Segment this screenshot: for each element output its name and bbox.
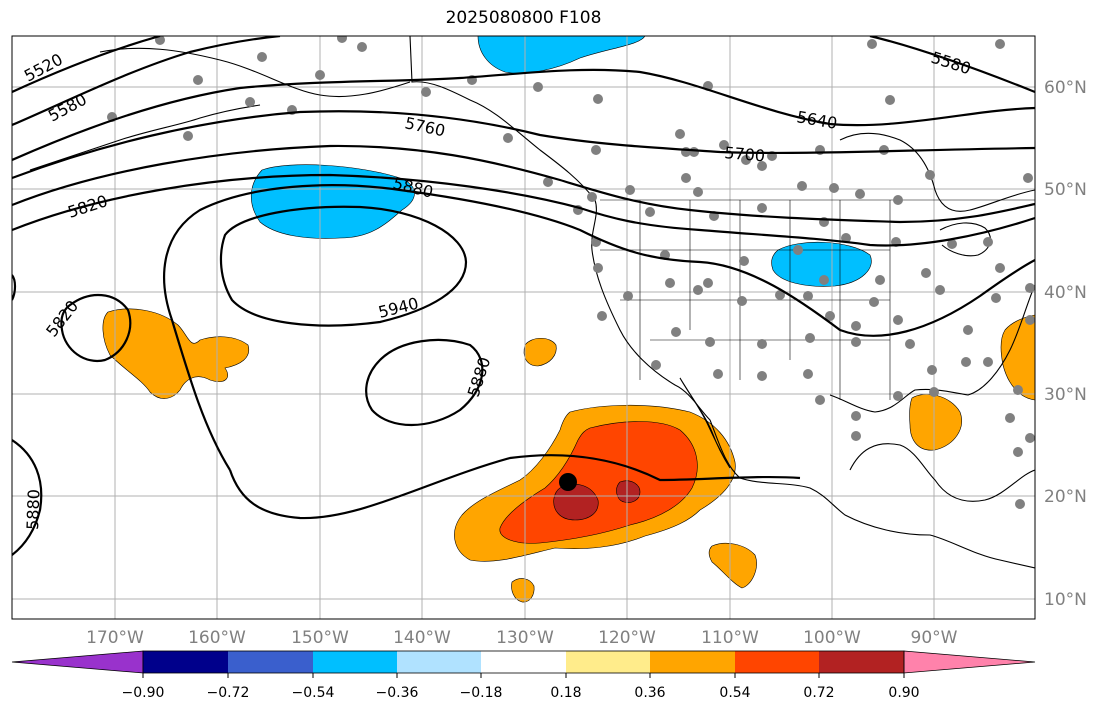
anomaly-region-north-pacific [250, 164, 415, 239]
colorbar-tick-label: 0.18 [550, 685, 581, 701]
colorbar: −0.90 −0.72 −0.54 −0.36 −0.18 0.18 0.36 … [11, 650, 1036, 701]
colorbar-tick-label: 0.90 [888, 685, 919, 701]
map-title: 2025080800 F108 [445, 8, 602, 28]
hudson-bay [839, 132, 1035, 212]
baja-peninsula [679, 377, 731, 469]
contour-5820-north [12, 173, 1035, 247]
map-panel: 5520 5580 5580 5640 5700 5760 5820 5820 … [12, 36, 1035, 619]
lon-label: 150°W [291, 628, 349, 648]
lat-label: 20°N [1044, 487, 1087, 507]
anomaly-region-hawaii [102, 308, 250, 399]
anomaly-region-mexico-south [708, 543, 757, 589]
colorbar-segment [481, 651, 566, 673]
lon-label: 130°W [496, 628, 554, 648]
colorbar-segment [397, 651, 481, 673]
contour-label-5700: 5700 [724, 143, 766, 165]
contour-5820-edge [12, 274, 17, 301]
colorbar-extend-low [11, 650, 144, 674]
contour-5820-hawaii [60, 293, 132, 363]
lat-label: 40°N [1044, 283, 1087, 303]
contour-5640 [12, 68, 1035, 162]
lon-label: 110°W [701, 628, 759, 648]
colorbar-extend-high [903, 650, 1036, 674]
colorbar-tick-label: −0.54 [292, 685, 335, 701]
height-contours [12, 36, 1035, 556]
contour-label-5880-west: 5880 [23, 489, 43, 530]
colorbar-tick-label: −0.36 [376, 685, 419, 701]
anomaly-region-gulf [909, 394, 962, 451]
colorbar-tick-label: −0.90 [122, 685, 165, 701]
lon-label: 140°W [393, 628, 451, 648]
lon-label: 120°W [598, 628, 656, 648]
gulf-coast [829, 284, 1035, 413]
graticule [12, 36, 1035, 619]
lon-label: 100°W [803, 628, 861, 648]
contour-5520 [12, 36, 161, 93]
lat-label: 50°N [1044, 180, 1087, 200]
colorbar-segment [650, 651, 735, 673]
colorbar-tick-label: 0.72 [803, 685, 834, 701]
contour-5880-west [12, 439, 43, 556]
anomaly-region-east-pacific-mid [499, 421, 698, 544]
latitude-labels: 10°N 20°N 30°N 40°N 50°N 60°N [1044, 78, 1087, 610]
colorbar-tick-label: 0.36 [634, 685, 665, 701]
north-america-west-coast [409, 36, 1035, 569]
colorbar-segment [819, 651, 904, 673]
colorbar-segment [566, 651, 650, 673]
lat-label: 30°N [1044, 385, 1087, 405]
colorbar-tick-label: −0.18 [460, 685, 503, 701]
colorbar-segment [143, 651, 228, 673]
lat-label: 60°N [1044, 78, 1087, 98]
colorbar-ticks [142, 673, 905, 678]
contour-5700 [12, 110, 1035, 180]
contour-5880-inner [365, 338, 484, 426]
longitude-labels: 170°W 160°W 150°W 140°W 130°W 120°W 110°… [86, 628, 958, 648]
contour-5580-west [12, 36, 281, 127]
lat-label: 10°N [1044, 590, 1087, 610]
highlight-marker [559, 473, 577, 491]
contour-5580-east [869, 36, 1035, 94]
colorbar-segment [313, 651, 397, 673]
colorbar-segment [735, 651, 819, 673]
colorbar-outline [142, 650, 905, 674]
alaska-coast [99, 47, 411, 98]
contour-5880-main [163, 184, 1035, 520]
colorbar-tick-label: 0.54 [719, 685, 750, 701]
aleutian-chain [29, 104, 261, 171]
state-borders [600, 199, 1035, 400]
anomaly-region-east-pacific-core-west [553, 484, 599, 521]
map-frame [11, 35, 1036, 620]
anomaly-region-small-west [523, 337, 557, 367]
contour-5760 [12, 144, 1035, 224]
contour-5940 [219, 205, 468, 327]
colorbar-tick-label: −0.72 [207, 685, 250, 701]
yucatan [849, 443, 1035, 502]
lon-label: 170°W [86, 628, 144, 648]
anomaly-region-gulf-alaska [477, 36, 646, 74]
colorbar-segment [228, 651, 313, 673]
lon-label: 90°W [911, 628, 958, 648]
lon-label: 160°W [188, 628, 246, 648]
anomaly-region-east-pacific-core-east [616, 480, 641, 503]
